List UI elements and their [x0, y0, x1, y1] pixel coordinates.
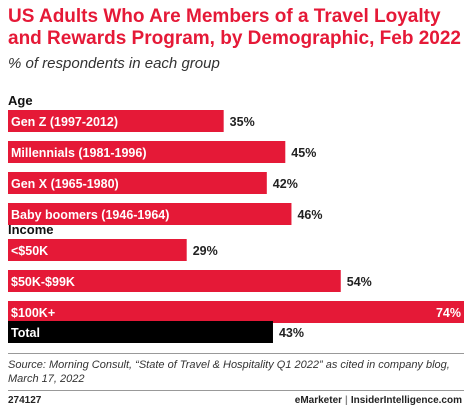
chart-subtitle: % of respondents in each group: [8, 55, 220, 72]
footer-divider: [8, 390, 464, 391]
category-label-baby-boomers-1946-1964: Baby boomers (1946-1964): [11, 208, 169, 222]
value-label-total: 43%: [279, 326, 304, 340]
value-label-baby-boomers-1946-1964: 46%: [297, 208, 322, 222]
value-label-100k: 74%: [436, 306, 461, 320]
bar-100k: [8, 301, 464, 323]
category-label-50k: <$50K: [11, 244, 48, 258]
source-note: Source: Morning Consult, “State of Trave…: [8, 359, 450, 385]
footer-brand: eMarketer | InsiderIntelligence.com: [295, 395, 462, 407]
value-label-50k-99k: 54%: [347, 275, 372, 289]
category-label-50k-99k: $50K-$99K: [11, 275, 75, 289]
brand-emarketer: eMarketer: [294, 395, 343, 406]
bar-baby-boomers-1946-1964: [8, 203, 292, 225]
value-label-50k: 29%: [193, 244, 218, 258]
category-label-gen-x-1965-1980: Gen X (1965-1980): [11, 177, 119, 191]
category-label-gen-z-1997-2012: Gen Z (1997-2012): [11, 115, 118, 129]
group-label-age: Age: [8, 93, 33, 108]
category-label-millennials-1981-1996: Millennials (1981-1996): [11, 146, 146, 160]
value-label-gen-x-1965-1980: 42%: [273, 177, 298, 191]
group-label-income: Income: [8, 222, 54, 237]
value-label-millennials-1981-1996: 45%: [291, 146, 316, 160]
bar-millennials-1981-1996: [8, 141, 286, 163]
bar-50k: [8, 239, 187, 261]
brand-separator: |: [345, 395, 348, 406]
category-label-100k: $100K+: [11, 306, 55, 320]
brand-insider-intelligence: InsiderIntelligence.com: [350, 395, 462, 406]
bar-gen-z-1997-2012: [8, 110, 224, 132]
source-divider: [8, 353, 464, 354]
value-label-gen-z-1997-2012: 35%: [230, 115, 255, 129]
bar-gen-x-1965-1980: [8, 172, 267, 194]
chart-id: 274127: [8, 395, 42, 406]
bar-total: [8, 321, 273, 343]
chart-title: US Adults Who Are Members of a Travel Lo…: [8, 6, 461, 49]
bar-50k-99k: [8, 270, 341, 292]
category-label-total: Total: [11, 326, 40, 340]
